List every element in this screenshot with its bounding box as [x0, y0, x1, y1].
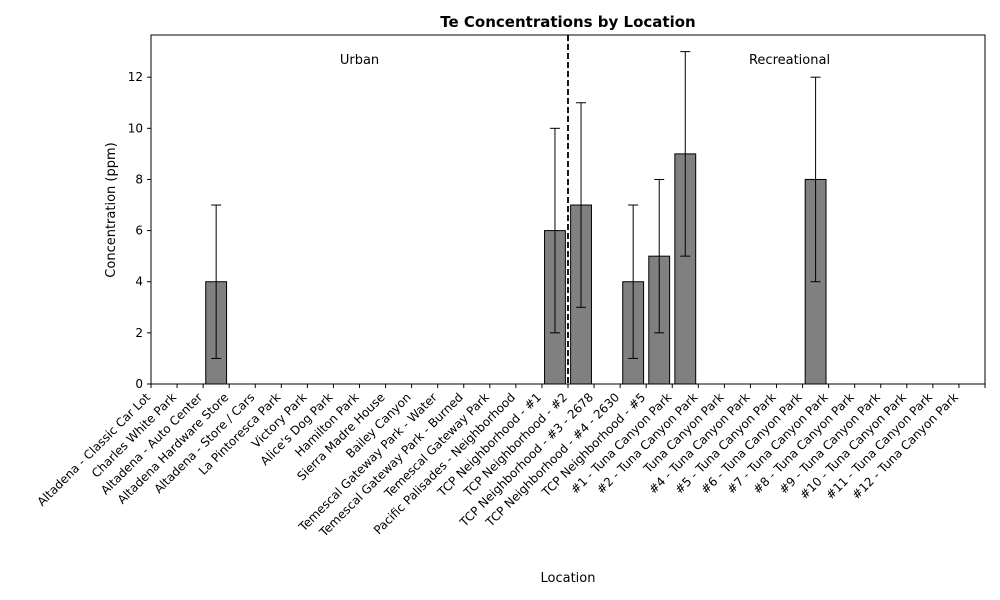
y-tick-label: 8 — [135, 172, 143, 186]
y-tick-label: 2 — [135, 326, 143, 340]
x-axis-title: Location — [541, 571, 596, 586]
region-label: Urban — [340, 53, 379, 68]
y-tick-label: 12 — [128, 70, 143, 84]
y-tick-label: 6 — [135, 224, 143, 238]
y-axis-title: Concentration (ppm) — [104, 142, 119, 277]
y-tick-label: 4 — [135, 275, 143, 289]
x-tick-label: Altadena - Auto Center — [98, 390, 205, 497]
y-tick-label: 10 — [128, 121, 143, 135]
y-tick-label: 0 — [135, 377, 143, 391]
region-label: Recreational — [749, 53, 830, 68]
chart-title: Te Concentrations by Location — [440, 13, 695, 31]
